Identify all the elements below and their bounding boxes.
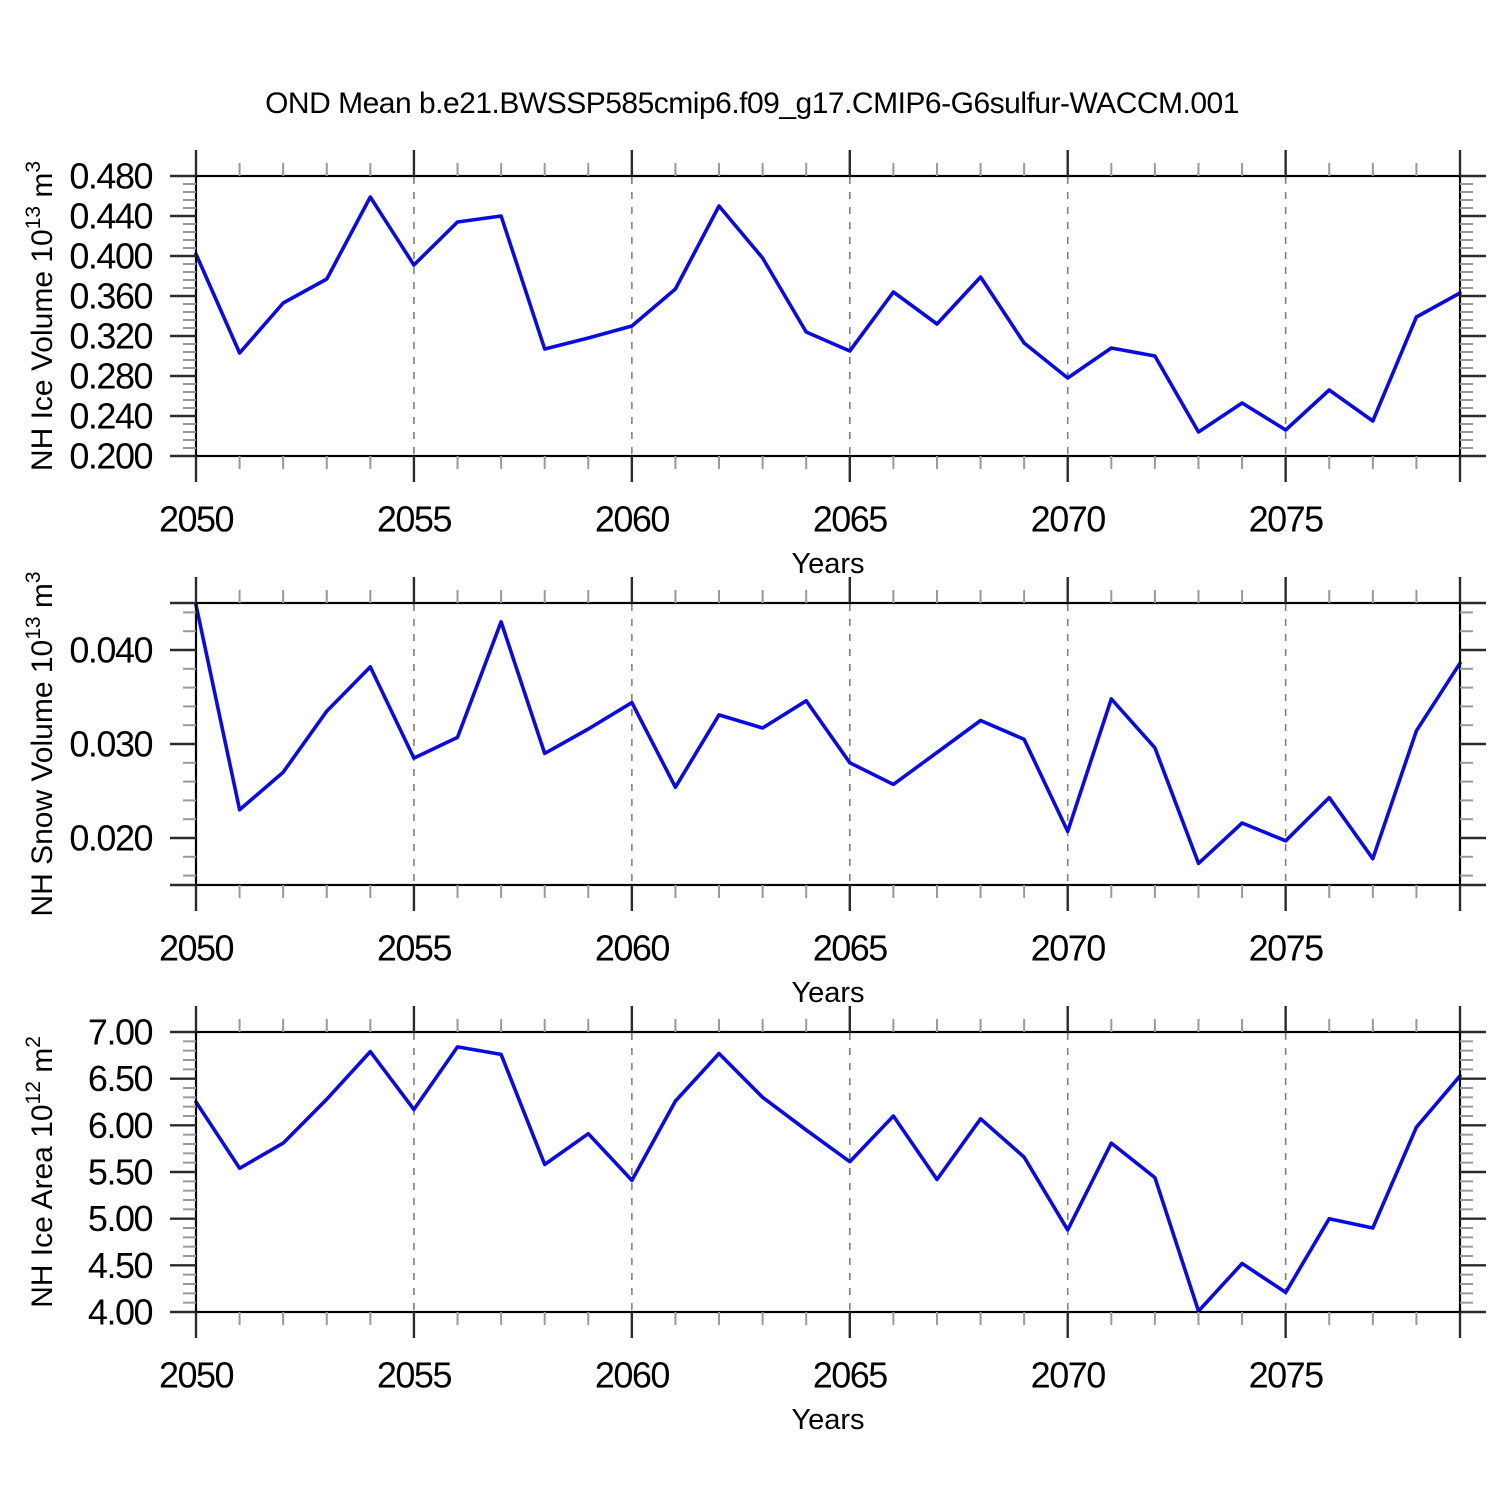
y-tick-label: 5.50 — [88, 1152, 153, 1193]
y-tick-label: 0.020 — [69, 818, 152, 859]
data-line — [194, 195, 1462, 434]
y-tick-label: 0.320 — [69, 316, 152, 357]
y-tick-label: 0.280 — [69, 356, 152, 397]
y-tick-label: 6.00 — [88, 1105, 153, 1146]
x-tick-label: 2050 — [159, 499, 234, 540]
y-tick-label: 0.240 — [69, 396, 152, 437]
x-tick-label: 2070 — [1031, 1355, 1106, 1396]
plot-frame — [194, 174, 1462, 458]
y-tick-label: 0.400 — [69, 236, 152, 277]
x-tick-label: 2050 — [159, 1355, 234, 1396]
panel-1: 0.4800.4400.4000.3600.3200.2800.2400.200… — [22, 150, 1486, 580]
x-tick-label: 2050 — [159, 928, 234, 969]
y-axis-title: NH Ice Volume 1013 m3 — [22, 161, 59, 471]
y-tick-label: 0.480 — [69, 156, 152, 197]
y-tick-label: 0.360 — [69, 276, 152, 317]
panel-2: 0.040 0.030 0.020 2050 2055 2060 2065 2070 2075 Y… — [22, 571, 1486, 1009]
data-line — [194, 1045, 1462, 1313]
y-tick-label: 0.200 — [69, 436, 152, 477]
data-line — [194, 603, 1462, 866]
x-tick-label: 2075 — [1249, 1355, 1324, 1396]
x-tick-label: 2055 — [377, 928, 452, 969]
x-tick-label: 2075 — [1249, 499, 1324, 540]
x-tick-label: 2070 — [1031, 499, 1106, 540]
chart-title: OND Mean b.e21.BWSSP585cmip6.f09_g17.CMI… — [265, 87, 1239, 120]
y-tick-label: 7.00 — [88, 1012, 153, 1053]
y-tick-label: 6.50 — [88, 1058, 153, 1099]
plot-frame — [194, 601, 1462, 887]
x-tick-label: 2075 — [1249, 928, 1324, 969]
y-tick-label: 4.50 — [88, 1245, 153, 1286]
y-axis-title: NH Ice Area 1012 m2 — [22, 1036, 59, 1308]
y-tick-label: 5.00 — [88, 1198, 153, 1239]
x-tick-label: 2060 — [595, 928, 670, 969]
y-tick-label: 0.440 — [69, 196, 152, 237]
x-tick-label: 2060 — [595, 499, 670, 540]
x-tick-label: 2065 — [813, 499, 888, 540]
y-tick-label: 4.00 — [88, 1292, 153, 1333]
x-tick-label: 2055 — [377, 1355, 452, 1396]
x-tick-label: 2060 — [595, 1355, 670, 1396]
y-tick-label: 0.040 — [69, 630, 152, 671]
y-axis-title: NH Snow Volume 1013 m3 — [22, 571, 59, 916]
x-tick-label: 2065 — [813, 1355, 888, 1396]
x-tick-label: 2065 — [813, 928, 888, 969]
x-axis-title: Years — [791, 548, 864, 580]
x-tick-label: 2070 — [1031, 928, 1106, 969]
x-tick-label: 2055 — [377, 499, 452, 540]
x-axis-title: Years — [791, 1404, 864, 1436]
y-tick-label: 0.030 — [69, 724, 152, 765]
x-axis-title: Years — [791, 977, 864, 1009]
